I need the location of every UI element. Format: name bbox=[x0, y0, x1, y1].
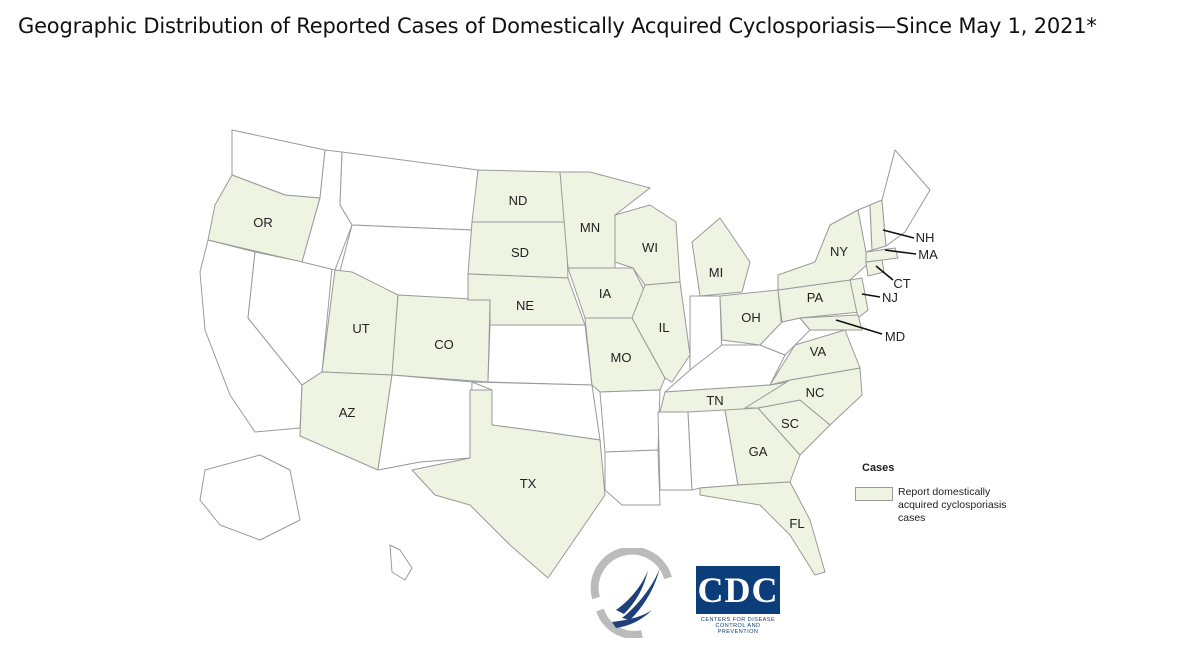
leader-CT bbox=[875, 265, 894, 281]
label-PA: PA bbox=[807, 290, 824, 305]
state-NM bbox=[377, 374, 473, 471]
label-UT: UT bbox=[352, 321, 369, 336]
label-TN: TN bbox=[706, 393, 723, 408]
state-AK bbox=[199, 454, 301, 541]
leader-MD bbox=[835, 319, 883, 335]
state-ME bbox=[881, 149, 931, 247]
state-NJ bbox=[849, 277, 869, 319]
label-GA: GA bbox=[749, 444, 768, 459]
label-AZ: AZ bbox=[339, 405, 356, 420]
cdc-logo-subtitle: CENTERS FOR DISEASE CONTROL AND PREVENTI… bbox=[700, 617, 776, 635]
label-TX: TX bbox=[520, 476, 537, 491]
state-TX bbox=[411, 389, 606, 579]
state-MD bbox=[799, 314, 863, 331]
state-LA bbox=[604, 449, 661, 506]
state-VA bbox=[769, 329, 861, 386]
label-CT: CT bbox=[893, 276, 910, 291]
label-MA: MA bbox=[918, 247, 938, 262]
state-FL bbox=[699, 481, 826, 576]
label-MO: MO bbox=[611, 350, 632, 365]
label-FL: FL bbox=[789, 516, 804, 531]
label-WI: WI bbox=[642, 240, 658, 255]
label-MD: MD bbox=[885, 329, 905, 344]
label-SD: SD bbox=[511, 245, 529, 260]
legend-item-label: Report domestically acquired cyclosporia… bbox=[898, 486, 1007, 524]
state-IL bbox=[631, 281, 691, 383]
legend-title: Cases bbox=[862, 462, 895, 474]
state-AR bbox=[599, 389, 661, 453]
state-MI bbox=[691, 217, 751, 297]
label-MN: MN bbox=[580, 220, 600, 235]
legend-swatch bbox=[855, 487, 893, 501]
state-AZ bbox=[299, 371, 393, 471]
label-ND: ND bbox=[509, 193, 528, 208]
map-title: Geographic Distribution of Reported Case… bbox=[18, 14, 1097, 38]
label-NJ: NJ bbox=[882, 290, 898, 305]
label-IA: IA bbox=[599, 286, 612, 301]
cdc-logo-text: CDC bbox=[696, 566, 780, 614]
state-MS bbox=[657, 411, 693, 491]
leader-NH bbox=[882, 229, 915, 239]
label-NE: NE bbox=[516, 298, 534, 313]
label-CO: CO bbox=[434, 337, 454, 352]
leader-MA bbox=[884, 249, 917, 255]
cdc-logo: CDC CENTERS FOR DISEASE CONTROL AND PREV… bbox=[696, 566, 780, 635]
state-MT bbox=[339, 151, 479, 231]
state-HI bbox=[389, 544, 413, 581]
state-CT bbox=[865, 259, 885, 277]
label-OR: OR bbox=[253, 215, 273, 230]
label-NC: NC bbox=[806, 385, 825, 400]
label-NY: NY bbox=[830, 244, 848, 259]
label-OH: OH bbox=[741, 310, 761, 325]
label-SC: SC bbox=[781, 416, 799, 431]
label-IL: IL bbox=[659, 320, 670, 335]
label-MI: MI bbox=[709, 265, 723, 280]
hhs-logo bbox=[590, 548, 672, 638]
label-NH: NH bbox=[916, 230, 935, 245]
state-NY bbox=[777, 209, 871, 291]
label-VA: VA bbox=[810, 344, 827, 359]
leader-NJ bbox=[861, 293, 881, 298]
state-KS bbox=[487, 324, 593, 386]
